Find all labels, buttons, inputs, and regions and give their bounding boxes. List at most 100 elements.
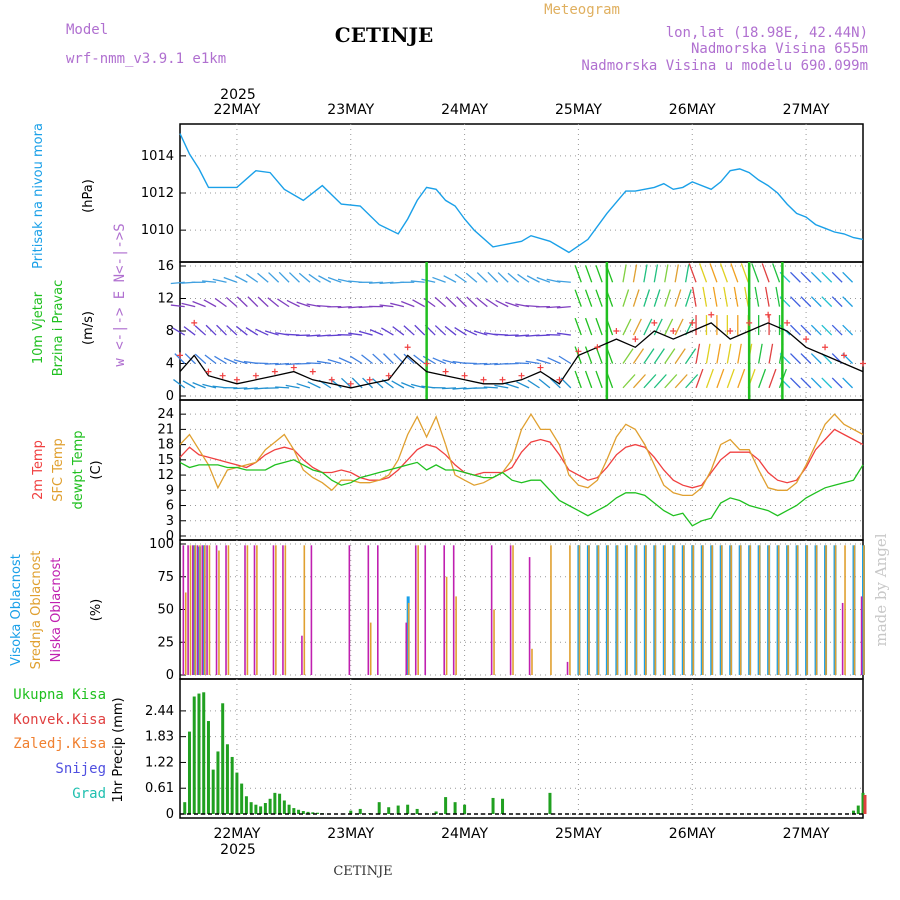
y-tick-label: 75: [157, 570, 174, 585]
wind-arrow: [526, 275, 540, 283]
wind-arrow: [214, 355, 227, 365]
gust-marker: [822, 344, 829, 351]
wind-arrow: [595, 265, 603, 283]
precip-bar-precip_total: [183, 802, 187, 814]
cloud-bar-cloud_mid: [246, 545, 249, 675]
wind-arrow: [790, 353, 801, 364]
wind-arrow: [337, 278, 352, 283]
cloud-bar-cloud_low: [443, 545, 446, 675]
wind-arrow: [831, 296, 843, 308]
precip-bar-precip_total: [387, 807, 391, 814]
wind-arrow: [674, 374, 688, 389]
wind-arrow: [810, 296, 822, 308]
cloud-bar-cloud_mid: [203, 545, 206, 675]
wind-arrow: [622, 374, 636, 389]
wind-arrow: [688, 263, 697, 283]
wind-arrow: [842, 296, 854, 308]
wind-arrow: [306, 362, 321, 365]
cloud-panel: 0 25 50 75 100: [149, 537, 865, 683]
wind-arrow: [226, 325, 238, 336]
wind-arrow: [622, 264, 627, 283]
pressure-panel: 1010 1012 1014: [141, 123, 864, 263]
wind-arrow: [574, 265, 582, 283]
wind-arrow: [442, 387, 457, 390]
y-tick-label: 1012: [141, 186, 174, 201]
wind-arrow: [674, 318, 684, 336]
gust-marker: [219, 372, 226, 379]
cloud-bar-cloud_mid: [218, 550, 220, 675]
bottom-day-labels: 22MAY 23MAY 24MAY 25MAY 26MAY 27MAY: [213, 826, 830, 842]
legend-conv: Konvek.Kisa: [13, 712, 106, 728]
cloud-bar-cloud_mid: [607, 545, 609, 675]
wind-arrow: [265, 330, 279, 336]
wind-arrow: [768, 368, 777, 389]
cloud-bar-cloud_low: [187, 545, 189, 675]
wind-arrow: [275, 362, 290, 366]
precip-bar-precip_total: [306, 811, 310, 814]
wind-arrow: [556, 280, 571, 283]
precip-bar-precip_total: [187, 731, 191, 814]
wind-arrow: [558, 355, 572, 365]
cloud-bar-cloud_low: [367, 545, 370, 675]
chart-kind-title: Meteogram: [544, 2, 620, 18]
wind-arrow: [761, 263, 770, 283]
y-tick-label: 4: [166, 357, 174, 372]
wind-arrow: [800, 271, 812, 283]
year-bottom: 2025: [220, 842, 256, 858]
wind-arrow: [831, 324, 843, 336]
wind-arrow: [463, 328, 478, 336]
wind-arrow: [401, 300, 415, 308]
wind-arrow: [442, 359, 457, 365]
precip-bar-precip_total: [268, 798, 272, 814]
wind-arrow: [255, 328, 269, 336]
cloud-bar-cloud_mid: [275, 545, 277, 675]
cloud-bar-cloud_low: [253, 545, 256, 675]
wind-arrow: [392, 326, 405, 336]
cloud-bar-cloud_low: [860, 596, 863, 675]
gust-marker: [689, 319, 696, 326]
wind-arrow: [674, 289, 682, 307]
precip-bar-precip_total: [244, 796, 248, 814]
cloud-bar-cloud_mid: [796, 545, 799, 675]
cloud-bar-cloud_low: [196, 545, 199, 675]
gust-marker: [423, 360, 430, 367]
wind-arrow: [205, 324, 217, 336]
y-tick-label: 0.61: [145, 781, 174, 796]
y-tick-label: 18: [157, 438, 174, 453]
y-tick-label: 12: [157, 468, 174, 483]
cloud-bar-cloud_mid: [834, 545, 837, 675]
cloud-bar-cloud_low: [377, 545, 379, 675]
wind-arrow: [306, 334, 321, 337]
wind-arrow: [243, 387, 258, 390]
gust-marker: [651, 319, 658, 326]
wind-arrow: [233, 359, 248, 365]
wind-arrow: [525, 360, 540, 365]
cloud-bar-cloud_mid: [720, 545, 723, 675]
wind-arrow: [632, 348, 645, 364]
wind-arrow: [821, 296, 833, 308]
cloud-bar-cloud_mid: [739, 545, 742, 675]
wind-arrow: [338, 357, 352, 365]
precip-bar-precip_total: [444, 797, 448, 814]
precip-bar-precip_total: [856, 805, 860, 814]
cloud-bar-cloud_low: [424, 545, 427, 675]
wind-arrow: [653, 289, 661, 307]
wind-arrow: [483, 386, 498, 389]
gust-marker: [518, 372, 525, 379]
precip-bar-precip_total: [259, 806, 263, 814]
wind-arrow: [278, 271, 290, 283]
wind-arrow: [296, 382, 311, 389]
wind-arrow: [434, 325, 447, 336]
cloud-bar-cloud_low: [414, 545, 417, 675]
wind-ylabel-sub: Brzina i Pravac: [51, 280, 66, 377]
precip-bar-precip_total: [202, 692, 206, 814]
wind-arrow: [758, 343, 763, 364]
cloud-bar-cloud_low: [528, 557, 531, 675]
wind-arrow: [298, 272, 311, 283]
top-day-label: 25MAY: [555, 102, 602, 118]
cloud-bar-cloud_mid: [569, 545, 571, 675]
y-tick-label: 0: [166, 668, 174, 683]
wind-arrow: [772, 263, 781, 283]
